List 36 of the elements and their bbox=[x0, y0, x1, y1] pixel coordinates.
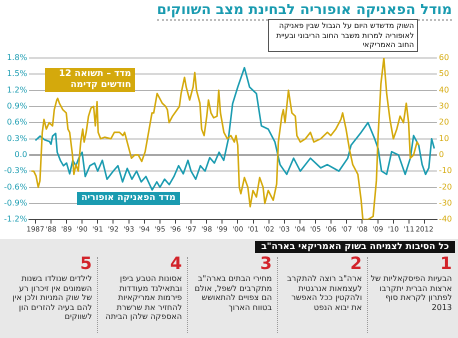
text: כל הסיבות לצמיחה בשוק האמריקאי בארה"ב bbox=[255, 241, 455, 253]
y2-tick-label: 40 bbox=[438, 85, 450, 94]
y-tick-label: -0.6% bbox=[4, 182, 28, 192]
text: 3 bbox=[259, 254, 272, 274]
y2-tick-label: -40 bbox=[438, 214, 452, 224]
y2-tick-label: 20 bbox=[438, 118, 450, 127]
y-tick-label: 0.9% bbox=[6, 102, 28, 111]
y2-tick-label: -30 bbox=[438, 198, 452, 208]
y-tick-label: -0.3% bbox=[4, 166, 28, 176]
y2-tick-label: -10 bbox=[438, 166, 452, 176]
text: ארה"ב רוצה להתקרב לעצמאות אנרגטית ולהקטין ככל האפשר את יבוא הנפט bbox=[286, 274, 362, 312]
y-tick-label: -0.9% bbox=[4, 198, 28, 208]
text: לילדים שנולדו בשנות השמונים אין זיכרון רע של שוק המניות ולכן אין להם בעיה להזרים הון לשווקים bbox=[12, 274, 92, 322]
y-tick-label: 1.8% bbox=[6, 53, 28, 62]
y2-tick-label: 10 bbox=[438, 134, 450, 143]
text: 2 bbox=[349, 254, 362, 274]
text: 5 bbox=[79, 254, 92, 274]
chart-title: מודל הפאניקה אופוריה לבחינת מצב השווקים bbox=[156, 2, 452, 21]
y2-tick-label: 50 bbox=[438, 69, 450, 78]
text: 1 bbox=[439, 254, 452, 274]
text: הבעיות הפיסקאליות של ארצות הברית יתקרבו לפתרון לקראת סוף 2013 bbox=[370, 274, 452, 312]
y-tick-label: 1.5% bbox=[6, 69, 28, 78]
text: 4 bbox=[169, 254, 182, 274]
y-tick-label: 0.0 bbox=[14, 150, 28, 160]
y-tick-label: 0.3% bbox=[6, 134, 28, 143]
y2-tick-label: -20 bbox=[438, 182, 452, 192]
y-tick-label: -1.2% bbox=[4, 214, 28, 224]
text: מחירי הבתים בארה"ב מתקרבים לשפל, אולם הם צפויים להתאושש בטווח הארוך bbox=[194, 274, 272, 312]
y2-tick-label: 30 bbox=[438, 102, 450, 111]
y2-tick-label: 0 bbox=[438, 150, 444, 160]
text: אסונות הטבע ביפן ובתאילנד מעודדות פירמות אמריקאיות להחזיר את שרשרת האספקה שלהן הביתה bbox=[104, 274, 182, 322]
y-tick-label: 0.6% bbox=[6, 118, 28, 127]
y2-tick-label: 60 bbox=[438, 53, 450, 62]
series-label: מדד – תשואה 12 חודשים קדימה bbox=[45, 68, 136, 92]
y-tick-label: 1.2% bbox=[6, 85, 28, 94]
series-label: מדד הפאניקה אופוריה bbox=[77, 192, 180, 205]
